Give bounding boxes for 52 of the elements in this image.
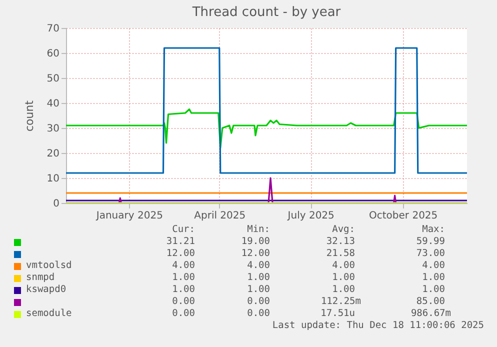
chart-title: Thread count - by year [191,5,342,20]
y-tick-label: 60 [46,48,60,60]
text: 19.00 [241,236,270,247]
x-tick-label: January 2025 [95,210,163,222]
y-tick-label: 70 [46,24,60,34]
text: 17.51u [320,308,355,319]
text: 59.99 [416,236,445,247]
text: 0.00 [247,308,270,319]
y-tick-label: 40 [46,98,60,110]
text: 4.00 [332,260,355,271]
text: 4.00 [172,260,195,271]
text: 112.25m [320,296,361,307]
text: 1.00 [422,272,445,283]
text: 1.00 [422,284,445,295]
text: 4.00 [422,260,445,271]
y-tick-label: 30 [46,124,60,134]
y-tick-label: 20 [46,148,60,160]
text: Cur: [172,224,195,235]
text: Max: [422,224,445,235]
text: 1.00 [247,284,270,295]
text: 12.00 [241,248,270,259]
y-tick-label: 10 [46,174,60,184]
text: 32.13 [326,236,355,247]
x-tick-label: October 2025 [369,210,438,222]
y-tick-label: 50 [46,74,60,84]
text: 31.21 [166,236,195,247]
text: 21.58 [326,248,355,259]
line-series [66,108,467,149]
text: 0.00 [247,296,270,307]
text: Min: [247,224,270,235]
text: 1.00 [172,272,195,283]
text: Avg: [332,224,355,235]
text: 4.00 [247,260,270,271]
text: 0.00 [172,308,195,319]
text: 12.00 [166,248,195,259]
text: 1.00 [247,272,270,283]
y-tick-label: 0 [53,198,60,210]
text: 1.00 [332,272,355,283]
legend-label: kswapd0 [26,284,66,295]
legend-label: semodule [26,308,72,319]
text: 1.00 [172,284,195,295]
x-tick-label: July 2025 [286,210,334,222]
x-tick-label: April 2025 [194,210,246,222]
legend-label: snmpd [26,272,55,283]
text: 85.00 [416,296,445,307]
text: 73.00 [416,248,445,259]
text: Last update: Thu Dec 18 11:00:06 2025 [272,320,484,331]
y-axis-title: count [22,100,36,132]
legend-label: vmtoolsd [26,260,72,271]
text: 0.00 [172,296,195,307]
text: 986.67m [410,308,451,319]
text: 1.00 [332,284,355,295]
